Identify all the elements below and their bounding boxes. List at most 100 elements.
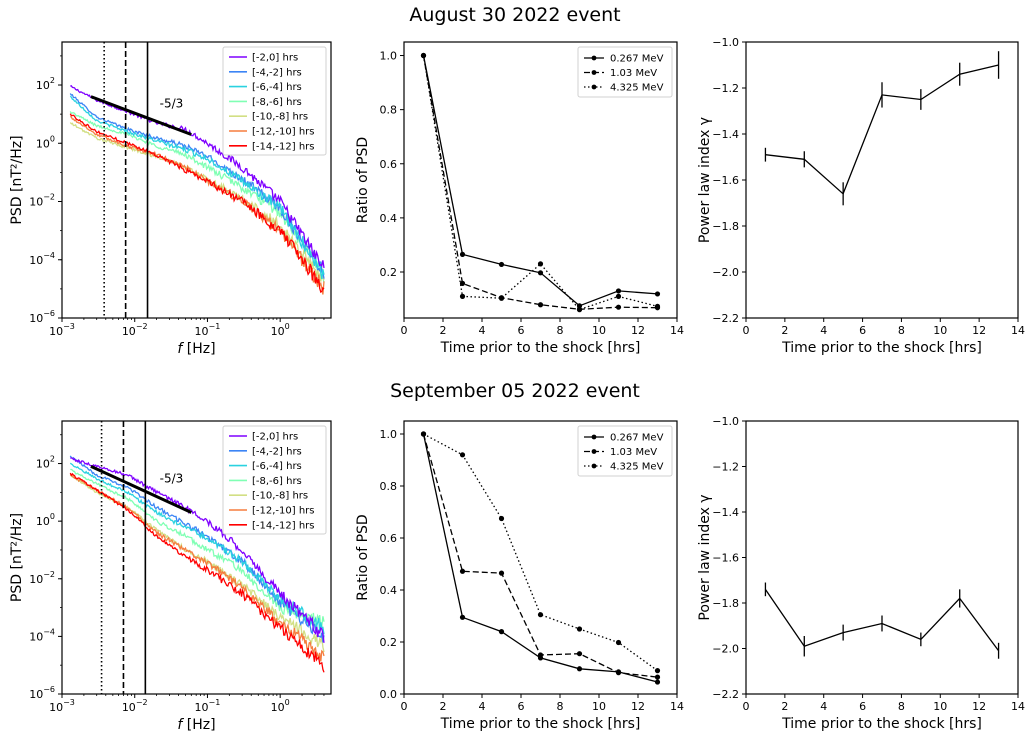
x-tick-label: 14 <box>670 324 684 337</box>
x-tick-label: 10 <box>933 700 947 713</box>
legend-label: [-2,0] hrs <box>252 432 298 443</box>
x-tick-label: 12 <box>631 324 645 337</box>
y-axis-label: Ratio of PSD <box>355 514 371 600</box>
y-tick-label: 10−4 <box>29 627 55 643</box>
data-point <box>498 570 505 576</box>
data-point <box>459 614 466 620</box>
data-point <box>615 670 622 676</box>
psd-series-line <box>69 113 325 294</box>
x-tick-label: 0 <box>743 700 750 713</box>
data-point <box>615 639 622 646</box>
chart-sep-ratio: 0 2 4 6 8 10 12 14 0.0 0.2 0.4 0.6 0.8 1.0 Time prior … <box>355 420 684 732</box>
y-tick-label: 100 <box>36 512 55 528</box>
y-axis-label: Power law index γ <box>697 494 713 620</box>
legend-box <box>577 46 673 98</box>
y-tick-label: 10−2 <box>29 570 55 586</box>
x-tick-label: 100 <box>271 322 290 338</box>
legend-label: [-2,0] hrs <box>252 53 298 64</box>
x-tick-label: 6 <box>859 324 866 337</box>
legend-label: [-14,-12] hrs <box>252 141 315 152</box>
data-point <box>537 270 544 276</box>
x-tick-label: 12 <box>972 324 986 337</box>
x-tick-label: 0 <box>743 324 750 337</box>
legend-label: [-8,-6] hrs <box>252 97 302 108</box>
slope-label: -5/3 <box>160 471 184 485</box>
legend-label: [-12,-10] hrs <box>252 127 315 138</box>
x-axis-label: Time prior to the shock [hrs] <box>781 716 982 732</box>
y-tick-label: 1.0 <box>380 50 398 63</box>
x-tick-label: 8 <box>557 324 564 337</box>
x-tick-label: 2 <box>781 700 788 713</box>
event-title-august: August 30 2022 event <box>409 4 621 26</box>
x-tick-label: 10−1 <box>195 698 221 714</box>
y-tick-label: 0.4 <box>380 212 398 225</box>
data-point <box>537 612 544 618</box>
legend-marker <box>591 70 597 75</box>
y-tick-label: 10−2 <box>29 193 55 209</box>
legend-label: [-4,-2] hrs <box>252 446 302 457</box>
data-point <box>498 261 505 268</box>
y-tick-label: −1.6 <box>712 174 739 187</box>
x-tick-label: 12 <box>972 700 986 713</box>
y-tick-label: 0.6 <box>380 158 398 171</box>
y-tick-label: −1.8 <box>712 597 739 610</box>
y-tick-label: 0.4 <box>380 584 398 597</box>
x-tick-label: 12 <box>631 700 645 713</box>
x-tick-label: 14 <box>670 700 684 713</box>
x-tick-label: 0 <box>401 324 408 337</box>
legend-label: 4.325 MeV <box>610 83 664 94</box>
data-point <box>576 307 583 313</box>
x-tick-label: 10 <box>592 324 606 337</box>
data-point <box>654 668 661 674</box>
y-tick-label: 102 <box>36 455 55 471</box>
axes-frame <box>403 41 678 319</box>
legend-label: [-14,-12] hrs <box>252 520 315 531</box>
x-tick-label: 10 <box>592 700 606 713</box>
data-point <box>654 291 661 297</box>
x-axis-label: Time prior to the shock [hrs] <box>440 716 641 732</box>
legend-label: 1.03 MeV <box>610 447 657 458</box>
data-point <box>615 293 622 299</box>
legend-box <box>577 425 673 477</box>
x-tick-label: 4 <box>479 700 486 713</box>
y-tick-label: 10−6 <box>29 685 55 701</box>
data-point <box>615 304 622 310</box>
data-point <box>654 674 661 680</box>
data-point <box>498 295 505 301</box>
psd-series-line <box>69 111 325 283</box>
chart-aug-index: 0 2 4 6 8 10 12 14 −2.2 −2.0 −1.8 −1.6 −1.4 −1.2 −1.0 T… <box>697 36 1025 356</box>
y-tick-label: −1.8 <box>712 220 739 233</box>
x-axis-label: f [Hz] <box>177 717 215 733</box>
legend-marker <box>591 434 597 440</box>
x-tick-label: 4 <box>820 324 827 337</box>
legend-label: 0.267 MeV <box>610 433 664 444</box>
x-tick-label: 2 <box>440 700 447 713</box>
x-tick-label: 8 <box>557 700 564 713</box>
psd-series-line <box>70 468 325 629</box>
x-tick-label: 10−2 <box>122 698 148 714</box>
data-point <box>576 626 583 632</box>
data-point <box>459 568 466 574</box>
slope-reference-line <box>90 95 192 136</box>
x-tick-label: 10 <box>933 324 947 337</box>
y-tick-label: 100 <box>36 134 55 150</box>
data-point <box>420 431 427 437</box>
y-tick-label: 0.6 <box>380 532 398 545</box>
y-axis-label: Ratio of PSD <box>355 137 371 223</box>
y-axis-label: Power law index γ <box>697 117 713 243</box>
y-tick-label: −2.0 <box>712 266 739 279</box>
x-tick-label: 0 <box>401 700 408 713</box>
legend-label: 1.03 MeV <box>610 68 657 79</box>
legend-label: [-10,-8] hrs <box>252 491 308 502</box>
y-axis-label: PSD [nT²/Hz] <box>9 513 25 602</box>
y-tick-label: −1.4 <box>712 506 739 519</box>
x-axis-label: Time prior to the shock [hrs] <box>781 340 982 356</box>
psd-series-line <box>69 93 325 279</box>
legend-label: [-6,-4] hrs <box>252 82 302 93</box>
x-tick-label: 14 <box>1011 700 1025 713</box>
legend-label: [-10,-8] hrs <box>252 112 308 123</box>
legend-marker <box>591 55 597 61</box>
x-tick-label: 4 <box>479 324 486 337</box>
x-tick-label: 10−2 <box>122 322 148 338</box>
